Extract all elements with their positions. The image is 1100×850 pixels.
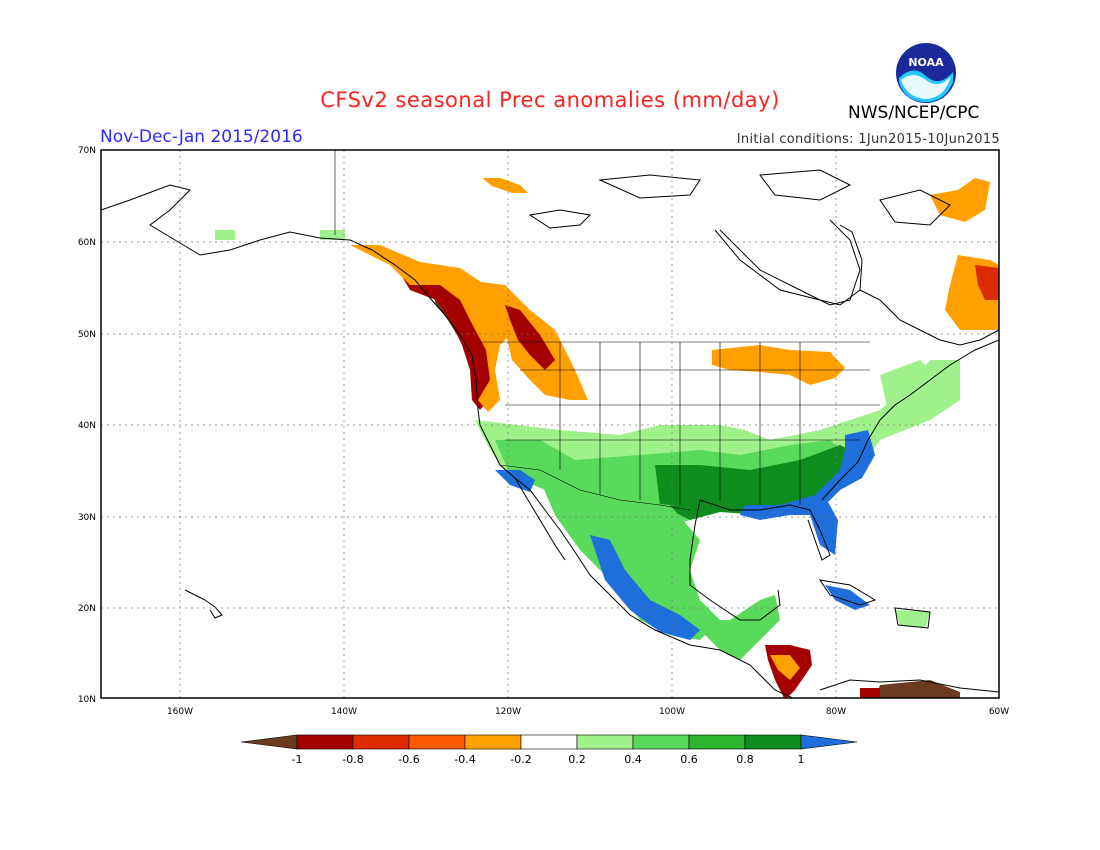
coastline-gulf [689, 499, 781, 621]
lon-label-60w: 60W [989, 707, 1009, 717]
arctic-island-3 [759, 169, 852, 201]
coastline-canada-north [719, 219, 861, 306]
anomaly-mexico-green [540, 480, 720, 640]
colorbar-segment [520, 734, 578, 750]
colorbar-segment [296, 734, 354, 750]
chart-title: CFSv2 seasonal Prec anomalies (mm/day) [320, 88, 780, 112]
arctic-island-1 [528, 209, 592, 229]
colorbar-segment [744, 734, 802, 750]
lat-label-70n: 70N [78, 146, 96, 156]
anomaly-rockies-red [505, 305, 555, 370]
borders [334, 150, 880, 511]
colorbar [240, 734, 858, 750]
arctic-island-2 [598, 174, 701, 199]
lon-label-140w: 140W [331, 707, 357, 717]
logo-text: NOAA [908, 56, 944, 69]
colorbar-labels: -1 -0.8 -0.6 -0.4 -0.2 0.2 0.4 0.6 0.8 1 [292, 753, 805, 766]
anomaly-alaska-lightgreen-2 [320, 230, 345, 240]
anomaly-fields [215, 178, 999, 698]
colorbar-label: -0.6 [398, 753, 419, 766]
anomaly-mexico-blue [590, 535, 700, 640]
anomaly-pacific-nw-darkred [398, 268, 495, 410]
coastline-gulf-north [699, 499, 831, 561]
colorbar-label: 0.6 [680, 753, 698, 766]
anomaly-central-america-orange [770, 655, 800, 680]
anomaly-pacific-nw-orange [350, 245, 515, 412]
agency-label: NWS/NCEP/CPC [848, 103, 980, 123]
colorbar-label: -0.4 [454, 753, 475, 766]
states-cols [559, 342, 801, 505]
anomaly-baffin-orange [930, 178, 990, 222]
hispaniola-outline [894, 607, 931, 629]
anomaly-venezuela-brown [875, 680, 960, 698]
coastline-baja [514, 477, 566, 561]
lat-label-10n: 10N [78, 695, 96, 705]
anomaly-venezuela-red [860, 688, 880, 698]
colorbar-label: -0.2 [510, 753, 531, 766]
lat-label-30n: 30N [78, 513, 96, 523]
lon-label-160w: 160W [167, 707, 193, 717]
initial-conditions: Initial conditions: 1Jun2015-10Jun2015 [736, 132, 1000, 147]
colorbar-label: 0.4 [624, 753, 642, 766]
anomaly-hispaniola-lightgreen [895, 610, 930, 628]
anomaly-atlantic-blue [740, 430, 875, 555]
colorbar-segment [632, 734, 690, 750]
noaa-logo: NOAA [896, 43, 956, 103]
anomaly-labrador-red [975, 265, 999, 300]
lat-label-40n: 40N [78, 421, 96, 431]
cuba-outline [818, 579, 877, 606]
lon-axis-labels: 160W 140W 120W 100W 80W 60W [167, 707, 1009, 717]
coastline-labrador [859, 289, 999, 346]
colorbar-label: 1 [798, 753, 805, 766]
lat-label-50n: 50N [78, 330, 96, 340]
arctic-island-4 [879, 189, 951, 226]
lat-label-60n: 60N [78, 238, 96, 248]
lon-label-120w: 120W [495, 707, 521, 717]
lat-label-20n: 20N [78, 604, 96, 614]
colorbar-segment [464, 734, 522, 750]
anomaly-central-america-green [690, 595, 780, 660]
south-america [819, 679, 999, 693]
lon-label-100w: 100W [659, 707, 685, 717]
anomaly-alaska-lightgreen-1 [215, 230, 235, 240]
map-frame [100, 149, 1000, 699]
anomaly-cuba-blue [825, 585, 870, 610]
colorbar-label: 0.2 [568, 753, 586, 766]
hawaii-outline [184, 589, 223, 619]
colorbar-segment [688, 734, 746, 750]
coastline-east [821, 339, 999, 501]
states-row-1 [505, 369, 880, 441]
colorbar-segment [576, 734, 634, 750]
colorbar-arrow-right [800, 734, 858, 750]
colorbar-label: -1 [292, 753, 303, 766]
anomaly-great-lakes-orange [712, 345, 845, 385]
forecast-period: Nov-Dec-Jan 2015/2016 [100, 127, 303, 147]
lat-axis-labels: 70N 60N 50N 40N 30N 20N 10N [78, 146, 96, 705]
lon-label-80w: 80W [826, 707, 846, 717]
coastline-hudson [714, 224, 863, 306]
colorbar-segment [352, 734, 410, 750]
anomaly-arctic-orange [482, 178, 528, 193]
colorbar-segment [408, 734, 466, 750]
colorbar-label: 0.8 [736, 753, 754, 766]
colorbar-arrow-left [240, 734, 298, 750]
coastline-alaska [101, 184, 479, 411]
coastline-us-west [477, 409, 794, 698]
colorbar-label: -0.8 [342, 753, 363, 766]
